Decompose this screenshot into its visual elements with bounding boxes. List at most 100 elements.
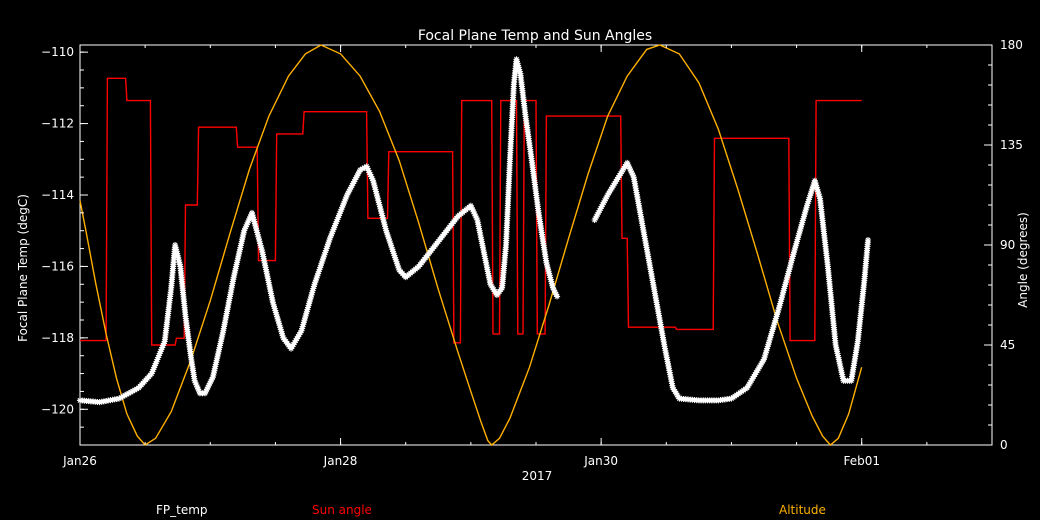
fp-temp-point bbox=[340, 200, 347, 207]
fp-temp-point bbox=[470, 208, 477, 215]
fp-temp-point bbox=[762, 349, 769, 356]
fp-temp-point bbox=[257, 240, 264, 247]
fp-temp-point bbox=[799, 219, 806, 226]
fp-temp-point bbox=[792, 244, 799, 251]
fp-temp-point bbox=[387, 240, 394, 247]
fp-temp-point bbox=[241, 227, 248, 234]
fp-temp-point bbox=[374, 195, 381, 202]
fp-temp-point bbox=[337, 208, 344, 215]
fp-temp-point bbox=[385, 235, 392, 242]
fp-temp-point bbox=[378, 210, 385, 217]
fp-temp-point bbox=[305, 304, 311, 311]
fp-temp-point bbox=[312, 279, 319, 286]
fp-temp-point bbox=[770, 324, 777, 331]
fp-temp-point bbox=[242, 225, 249, 232]
fp-temp-point bbox=[121, 392, 128, 399]
fp-temp-point bbox=[552, 289, 559, 296]
fp-temp-point bbox=[202, 390, 209, 397]
fp-temp-point bbox=[601, 197, 608, 204]
fp-temp-point bbox=[340, 202, 347, 209]
fp-temp-point bbox=[515, 62, 522, 69]
fp-temp-point bbox=[317, 262, 324, 269]
fp-temp-point bbox=[796, 228, 803, 235]
fp-temp-point bbox=[550, 287, 557, 293]
axes: Jan26 Jan28 Jan30 Feb01 −120 −118 −116 −114 −112… bbox=[41, 38, 1023, 468]
fp-temp-point bbox=[807, 190, 814, 197]
fp-temp-point bbox=[805, 198, 812, 205]
x-tick-label: Jan26 bbox=[62, 454, 97, 468]
fp-temp-point bbox=[306, 298, 313, 305]
fp-temp-point bbox=[305, 302, 312, 309]
legend-sun-angle: Sun angle bbox=[312, 503, 372, 517]
fp-temp-point bbox=[389, 246, 396, 253]
fp-temp-point bbox=[778, 294, 785, 301]
altitude-line bbox=[79, 44, 863, 446]
fp-temp-point bbox=[385, 233, 392, 240]
fp-temp-point bbox=[357, 167, 364, 173]
fp-temp-point bbox=[300, 321, 307, 328]
fp-temp-point bbox=[813, 182, 820, 189]
legend-altitude: Altitude bbox=[779, 503, 826, 517]
fp-temp-point bbox=[243, 221, 250, 228]
fp-temp-point bbox=[204, 386, 211, 393]
fp-temp-point bbox=[788, 259, 795, 266]
fp-temp-point bbox=[304, 306, 311, 313]
fp-temp-point bbox=[516, 66, 523, 73]
fp-temp-point bbox=[192, 379, 199, 386]
fp-temp-point bbox=[302, 315, 309, 322]
fp-temp-point bbox=[270, 301, 277, 308]
fp-temp-point bbox=[272, 307, 279, 314]
x-tick-label: Jan30 bbox=[583, 454, 618, 468]
fp-temp-point bbox=[594, 211, 601, 218]
fp-temp-point bbox=[372, 186, 379, 193]
fp-temp-point bbox=[158, 346, 165, 353]
fp-temp-point bbox=[315, 270, 322, 277]
fp-temp-point bbox=[379, 212, 386, 219]
fp-temp-point bbox=[773, 313, 780, 320]
fp-temp-point bbox=[796, 230, 803, 237]
fp-temp-point bbox=[258, 246, 265, 253]
fp-temp-point bbox=[799, 217, 806, 224]
fp-temp-point bbox=[781, 285, 788, 292]
y-left-tick-label: −110 bbox=[41, 45, 74, 59]
fp-temp-point bbox=[373, 190, 380, 197]
fp-temp-point bbox=[626, 165, 633, 172]
fp-temp-point bbox=[390, 250, 397, 257]
fp-temp-point bbox=[386, 238, 393, 245]
fp-temp-point bbox=[815, 188, 822, 195]
x-axis-label: 2017 bbox=[522, 469, 553, 483]
sun-angle-line bbox=[80, 77, 862, 346]
legend-fp-temp: FP_temp bbox=[156, 503, 208, 517]
fp-temp-point bbox=[772, 315, 779, 322]
fp-temp-point bbox=[768, 330, 775, 337]
y-right-tick-label: 135 bbox=[1000, 138, 1023, 152]
fp-temp-point bbox=[269, 299, 276, 306]
fp-temp-point bbox=[279, 330, 286, 337]
fp-temp-point bbox=[596, 207, 603, 214]
fp-temp-point bbox=[331, 222, 338, 229]
fp-temp-point bbox=[782, 281, 789, 288]
fp-temp-point bbox=[298, 327, 305, 334]
fp-temp-point bbox=[271, 303, 278, 310]
fp-temp-point bbox=[118, 394, 125, 401]
fp-temp-point bbox=[801, 213, 808, 220]
fp-temp-point bbox=[771, 322, 778, 328]
fp-temp-point bbox=[602, 195, 609, 202]
fp-temp-point bbox=[807, 192, 814, 199]
fp-temp-point bbox=[131, 387, 138, 393]
fp-temp-point bbox=[301, 317, 308, 324]
fp-temp-point bbox=[321, 251, 328, 258]
fp-temp-point bbox=[513, 56, 520, 63]
fp-temp-point bbox=[346, 188, 353, 195]
fp-temp-point bbox=[771, 319, 778, 326]
fp-temp-point bbox=[600, 199, 607, 206]
fp-temp-point bbox=[250, 216, 257, 223]
fp-temp-point bbox=[805, 196, 812, 203]
fp-temp-point bbox=[278, 328, 285, 335]
fp-temp-point bbox=[149, 368, 156, 375]
fp-temp-point bbox=[348, 184, 355, 191]
fp-temp-point bbox=[154, 356, 161, 363]
fp-temp-point bbox=[782, 279, 789, 286]
fp-temp-point bbox=[374, 192, 381, 199]
fp-temp-point bbox=[603, 193, 610, 200]
